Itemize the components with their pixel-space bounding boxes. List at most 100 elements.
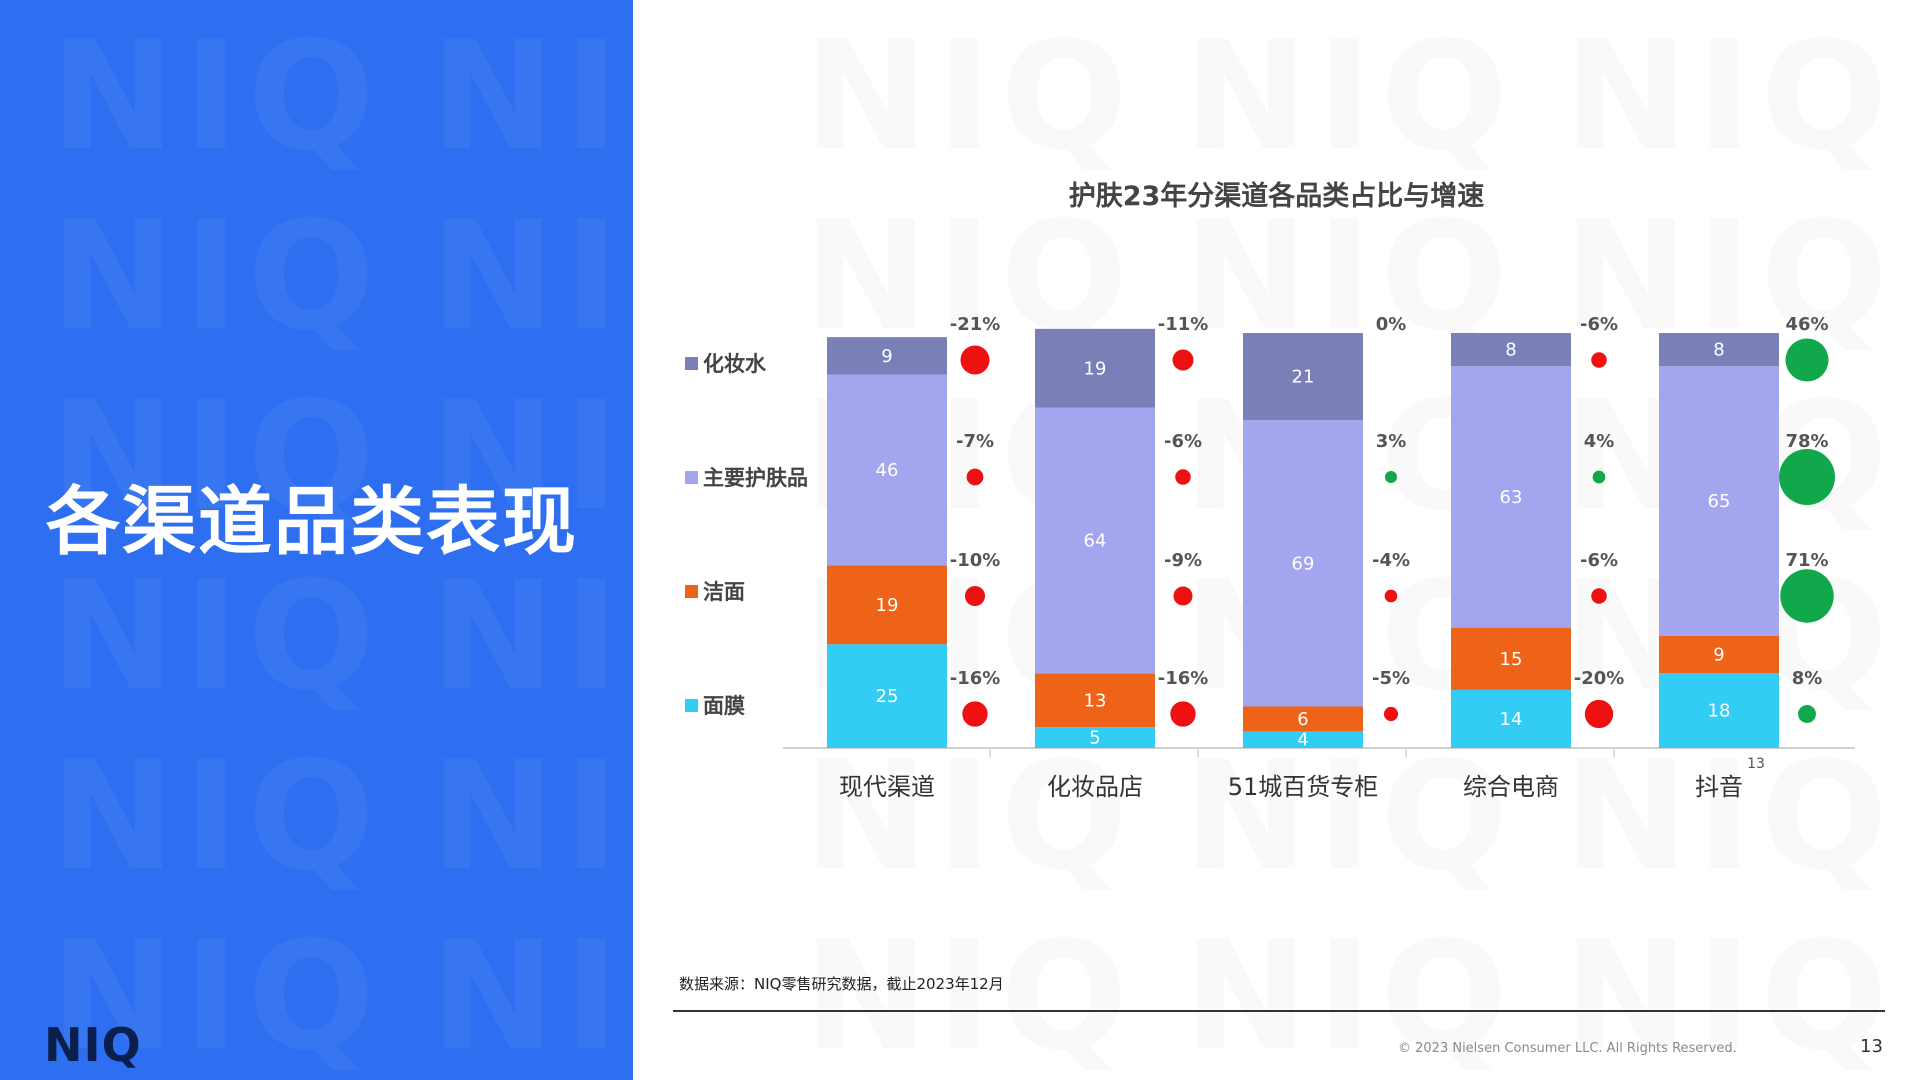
data-label: 14 [1500, 709, 1523, 730]
bar-segment [827, 337, 947, 375]
copyright-text: © 2023 Nielsen Consumer LLC. All Rights … [1398, 1041, 1737, 1056]
bar-segment [827, 374, 947, 566]
legend-label: 主要护肤品 [703, 466, 808, 490]
source-note: 数据来源：NIQ零售研究数据，截止2023年12月 [679, 975, 1004, 993]
growth-bubble [1172, 349, 1194, 371]
growth-label: 0% [1376, 314, 1407, 335]
data-label: 18 [1708, 701, 1731, 722]
x-tick-label: 综合电商 [1463, 773, 1559, 801]
bar-segment [1451, 333, 1571, 367]
data-label: 8 [1713, 340, 1724, 361]
watermark-text: NIQ [430, 190, 633, 364]
growth-label: 4% [1584, 431, 1615, 452]
growth-bubble [1173, 586, 1193, 606]
growth-bubble [962, 701, 988, 727]
watermark-text: NIQ [50, 190, 383, 364]
data-label: 21 [1292, 367, 1315, 388]
bar-segment [1659, 635, 1779, 674]
watermark-text: NIQ [50, 370, 383, 544]
bar-segment [1659, 366, 1779, 636]
growth-label: 8% [1792, 668, 1823, 689]
legend-label: 面膜 [703, 694, 745, 718]
data-label: 19 [1084, 358, 1107, 379]
growth-label: -16% [1158, 668, 1209, 689]
legend-swatch [685, 699, 698, 712]
chart-annotation: 13 [1747, 756, 1765, 772]
watermark-text: NIQ [50, 10, 383, 184]
data-label: 6 [1297, 709, 1308, 730]
data-label: 9 [881, 346, 892, 367]
chart-title: 护肤23年分渠道各品类占比与增速 [1068, 181, 1485, 212]
growth-label: -20% [1574, 668, 1625, 689]
watermark-text: NIQ [430, 730, 633, 904]
growth-label: -9% [1164, 550, 1202, 571]
bar-segment [1451, 689, 1571, 748]
growth-bubble [1798, 705, 1816, 723]
growth-bubble [1785, 338, 1829, 382]
data-label: 65 [1708, 491, 1731, 512]
x-tick-label: 抖音 [1695, 773, 1743, 801]
growth-bubble [1175, 469, 1191, 485]
bar-segment [1659, 673, 1779, 748]
bar-segment [1243, 731, 1363, 748]
bar-segment [1035, 407, 1155, 674]
bar-segment [1035, 727, 1155, 748]
growth-label: -6% [1580, 550, 1618, 571]
growth-label: -16% [950, 668, 1001, 689]
footer-divider [673, 1010, 1885, 1012]
bar-segment [1035, 673, 1155, 728]
growth-label: 3% [1376, 431, 1407, 452]
growth-bubble [1592, 470, 1606, 484]
growth-label: -21% [950, 314, 1001, 335]
growth-label: 78% [1785, 431, 1828, 452]
growth-bubble [964, 585, 986, 607]
bar-segment [827, 644, 947, 748]
watermark-text: NIQ [50, 550, 383, 724]
growth-bubble [1591, 588, 1607, 604]
watermark-text: NIQ [50, 730, 383, 904]
watermark-text: NIQ [430, 910, 633, 1080]
bar-segment [1659, 333, 1779, 367]
growth-label: 71% [1785, 550, 1828, 571]
growth-bubble [1591, 352, 1607, 368]
growth-bubble [1384, 589, 1398, 603]
data-label: 46 [876, 460, 899, 481]
growth-label: -6% [1164, 431, 1202, 452]
data-label: 69 [1292, 553, 1315, 574]
legend-label: 化妆水 [703, 352, 767, 376]
legend-label: 洁面 [703, 580, 745, 604]
data-label: 63 [1500, 487, 1523, 508]
data-label: 64 [1084, 531, 1107, 552]
growth-bubble [1584, 699, 1614, 729]
growth-label: -10% [950, 550, 1001, 571]
growth-bubble [1383, 706, 1399, 722]
growth-label: -5% [1372, 668, 1410, 689]
growth-bubble [1385, 471, 1397, 483]
growth-bubble [966, 468, 984, 486]
data-label: 8 [1505, 340, 1516, 361]
data-label: 19 [876, 595, 899, 616]
data-label: 25 [876, 686, 899, 707]
growth-label: -6% [1580, 314, 1618, 335]
bar-segment [1451, 627, 1571, 690]
niq-logo: NIQ [44, 1018, 142, 1072]
legend-swatch [685, 585, 698, 598]
data-label: 4 [1297, 730, 1308, 751]
data-label: 15 [1500, 649, 1523, 670]
growth-label: -7% [956, 431, 994, 452]
slide-title: 各渠道品类表现 [46, 479, 578, 565]
growth-bubble [1780, 569, 1834, 623]
data-label: 9 [1713, 645, 1724, 666]
bar-segment [1243, 333, 1363, 421]
growth-bubble [1170, 701, 1196, 727]
data-label: 5 [1089, 728, 1100, 749]
x-tick-label: 化妆品店 [1047, 773, 1143, 801]
watermark-text: NIQ [430, 10, 633, 184]
bar-segment [827, 565, 947, 645]
page-number: 13 [1860, 1036, 1883, 1057]
growth-label: 46% [1785, 314, 1828, 335]
growth-label: -11% [1158, 314, 1209, 335]
watermark-text: NIQ [430, 370, 633, 544]
legend-swatch [685, 471, 698, 484]
